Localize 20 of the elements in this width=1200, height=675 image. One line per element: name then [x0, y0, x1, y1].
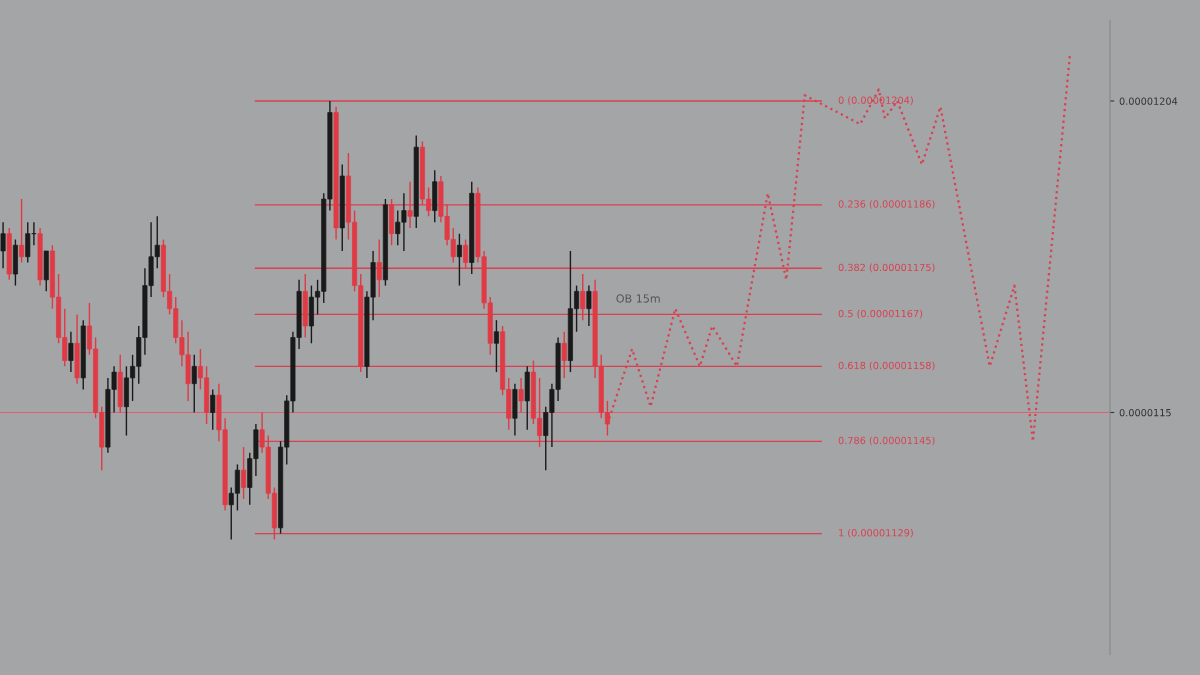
y-tick-label: 0.00001204 [1119, 97, 1178, 105]
candlestick [586, 284, 592, 327]
ref-line-label: 0.382 (0.00001175) [838, 263, 935, 273]
ref-line-label: 0.236 (0.00001186) [838, 200, 935, 209]
candlestick [191, 354, 197, 414]
candlestick [19, 198, 25, 264]
y-tick-label: 0.0000115 [1119, 408, 1171, 417]
ref-line-label: 0 (0.00001204) [838, 96, 913, 105]
candlestick [210, 388, 216, 431]
annotation: OB 15m [616, 294, 660, 303]
candlestick [493, 319, 499, 373]
ref-line-label: 0.786 (0.00001145) [838, 436, 935, 446]
ref-line-label: 0.618 (0.00001158) [838, 361, 935, 371]
candlestick [0, 221, 6, 269]
candlestick [456, 232, 462, 287]
candlestick [241, 446, 247, 500]
ref-line-label: 0.5 (0.00001167) [838, 309, 923, 319]
candlestick [518, 377, 524, 414]
ref-line-label: 1 (0.00001129) [839, 528, 913, 538]
candlestick [68, 331, 74, 373]
